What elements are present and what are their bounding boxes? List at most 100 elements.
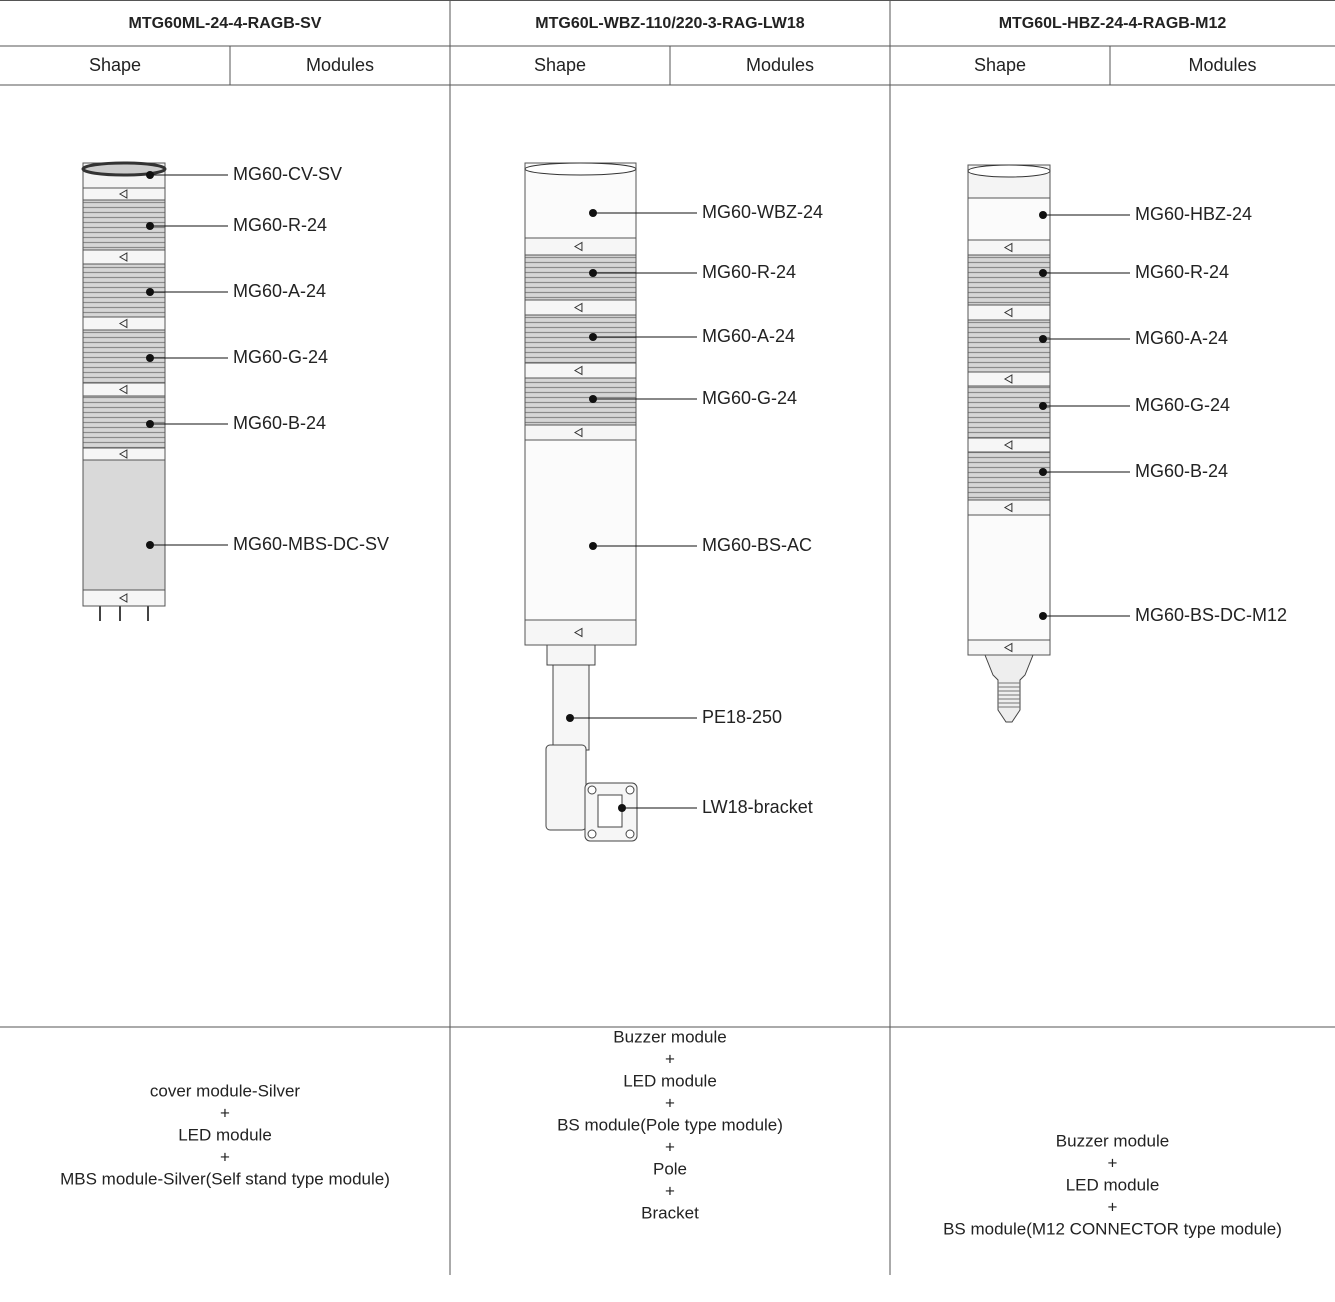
modules-header: Modules [306, 55, 374, 75]
arrow-mark [1003, 642, 1013, 653]
part-label: MG60-HBZ-24 [1135, 204, 1252, 224]
tower-segment [967, 451, 1051, 501]
tower-segment [967, 371, 1051, 387]
tower-segment [967, 254, 1051, 306]
tower-segment [967, 319, 1051, 373]
arrow-mark [118, 449, 128, 459]
part-label: MG60-MBS-DC-SV [233, 534, 389, 554]
description-line: cover module-Silver [150, 1081, 301, 1100]
modules-header: Modules [1188, 55, 1256, 75]
connector [984, 654, 1034, 723]
part-label: MG60-BS-AC [702, 535, 812, 555]
tower-segment [82, 187, 166, 201]
column-title: MTG60ML-24-4-RAGB-SV [129, 15, 322, 32]
pole [552, 664, 590, 751]
leader-dot [1039, 612, 1047, 620]
part-label: MG60-R-24 [1135, 262, 1229, 282]
arrow-mark [1003, 502, 1013, 513]
top-cap [81, 161, 167, 177]
part-label: MG60-R-24 [233, 215, 327, 235]
bracket-hole [597, 794, 623, 828]
tower-segment [967, 499, 1051, 516]
description-line: + [1108, 1153, 1118, 1172]
leader-dot [589, 395, 597, 403]
tower-segment [82, 382, 166, 397]
arrow-mark [1003, 242, 1013, 253]
arrow-mark [1003, 374, 1013, 384]
description-line: + [220, 1103, 230, 1122]
leader-dot [589, 209, 597, 217]
part-label: MG60-CV-SV [233, 164, 342, 184]
part-label: MG60-BS-DC-M12 [1135, 605, 1287, 625]
description-line: Pole [653, 1159, 687, 1178]
part-label: MG60-WBZ-24 [702, 202, 823, 222]
tower-segment [82, 589, 166, 607]
leader-dot [1039, 468, 1047, 476]
tower-segment [524, 314, 637, 364]
tower-segment [524, 237, 637, 256]
bracket-body [545, 744, 587, 831]
modules-header: Modules [746, 55, 814, 75]
tower-segment [967, 437, 1051, 453]
top-cap [967, 164, 1051, 178]
description-line: BS module(M12 CONNECTOR type module) [943, 1219, 1282, 1238]
bracket-screw [625, 829, 635, 839]
tower-segment [524, 619, 637, 646]
description-line: + [665, 1093, 675, 1112]
leader-dot [146, 222, 154, 230]
tower-segment [967, 239, 1051, 256]
description-line: + [665, 1181, 675, 1200]
part-label: MG60-R-24 [702, 262, 796, 282]
arrow-mark [118, 318, 128, 329]
shape-header: Shape [89, 55, 141, 75]
arrow-mark [118, 384, 128, 395]
bracket-screw [625, 785, 635, 795]
arrow-mark [118, 189, 128, 199]
tower-segment [967, 197, 1051, 241]
arrow-mark [118, 593, 128, 603]
arrow-mark [1003, 307, 1013, 318]
leader-dot [589, 333, 597, 341]
tower-segment [524, 362, 637, 379]
tower-segment [967, 304, 1051, 321]
description-line: MBS module-Silver(Self stand type module… [60, 1169, 390, 1188]
part-label: LW18-bracket [702, 797, 813, 817]
description-line: + [665, 1137, 675, 1156]
tower-segment [524, 377, 637, 426]
table-grid [0, 0, 1335, 1275]
tower-segment [524, 439, 637, 621]
tower-segment [967, 514, 1051, 641]
tower-segment [82, 249, 166, 265]
column-title: MTG60L-HBZ-24-4-RAGB-M12 [999, 15, 1227, 32]
leader-dot [1039, 269, 1047, 277]
description-line: + [665, 1049, 675, 1068]
shape-header: Shape [534, 55, 586, 75]
top-cap [524, 162, 637, 176]
leader-dot [618, 804, 626, 812]
description-line: Buzzer module [1056, 1131, 1169, 1150]
leader-dot [589, 269, 597, 277]
tower-segment [524, 299, 637, 316]
tower-segment [82, 447, 166, 461]
arrow-mark [573, 302, 583, 313]
part-label: MG60-G-24 [702, 388, 797, 408]
description-line: LED module [178, 1125, 272, 1144]
leader-dot [146, 288, 154, 296]
leader-dot [589, 542, 597, 550]
arrow-mark [1003, 440, 1013, 450]
tower-drawing [81, 161, 167, 621]
description-line: LED module [623, 1071, 717, 1090]
part-label: PE18-250 [702, 707, 782, 727]
arrow-mark [573, 427, 583, 438]
leader-dot [1039, 211, 1047, 219]
part-label: MG60-G-24 [233, 347, 328, 367]
description-line: Buzzer module [613, 1027, 726, 1046]
leader-dot [146, 541, 154, 549]
leader-dot [146, 354, 154, 362]
tower-segment [524, 254, 637, 301]
tower-segment [82, 459, 166, 591]
description-line: LED module [1066, 1175, 1160, 1194]
part-label: MG60-A-24 [233, 281, 326, 301]
arrow-mark [573, 627, 583, 638]
